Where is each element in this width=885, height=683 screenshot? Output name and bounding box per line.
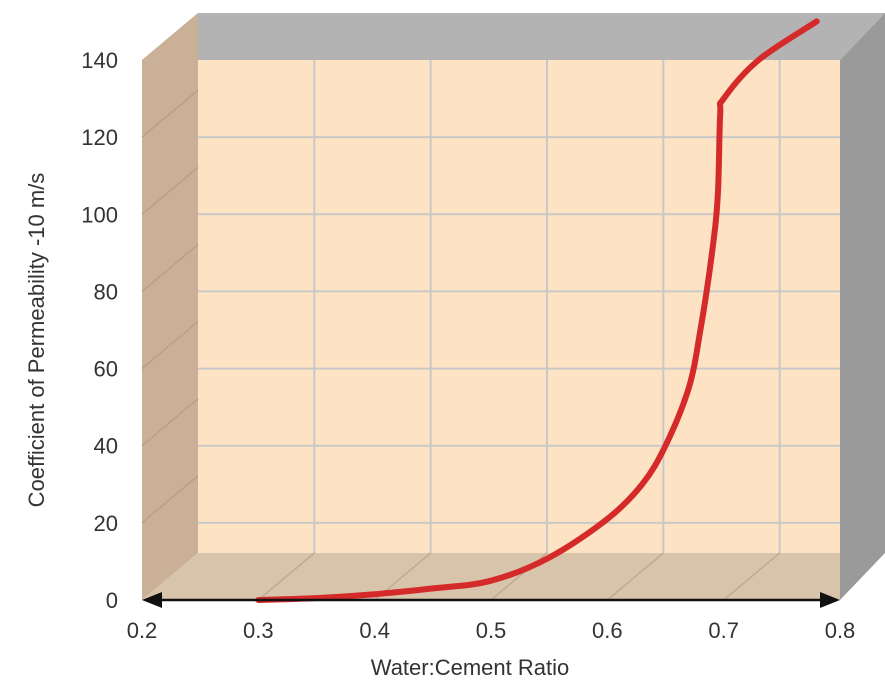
wall-grid-1: [141, 475, 199, 524]
wall-grid-3: [141, 320, 199, 370]
x-axis-arrow-right: [820, 592, 840, 608]
grid-lines: [141, 60, 840, 601]
y-tick-label: 120: [81, 125, 118, 150]
floor-grid-5: [723, 552, 781, 601]
wall-grid-6: [141, 89, 199, 138]
x-axis-title: Water:Cement Ratio: [371, 655, 569, 680]
plot-back-wall: [198, 60, 840, 553]
x-tick-label: 0.3: [243, 618, 274, 643]
y-axis-title: Coefficient of Permeability -10 m/s: [24, 173, 49, 508]
box-top-face: [142, 13, 885, 60]
x-tick-label: 0.2: [127, 618, 158, 643]
y-tick-label: 80: [94, 279, 118, 304]
x-tick-label: 0.6: [592, 618, 623, 643]
y-tick-label: 0: [106, 588, 118, 613]
x-tick-label: 0.8: [825, 618, 856, 643]
y-tick-label: 40: [94, 434, 118, 459]
x-tick-label: 0.4: [359, 618, 390, 643]
y-tick-label: 20: [94, 511, 118, 536]
wall-grid-2: [141, 398, 199, 447]
box-floor: [142, 553, 840, 600]
wall-grid-5: [141, 166, 199, 215]
x-tick-label: 0.5: [476, 618, 507, 643]
box-left-wall: [142, 13, 198, 600]
series-line-0: [255, 18, 820, 603]
series-layer: [255, 18, 820, 603]
x-axis: [142, 592, 840, 608]
x-tick-label: 0.7: [708, 618, 739, 643]
x-axis-arrow-left: [142, 592, 162, 608]
floor-grid-4: [606, 552, 664, 601]
floor-grid-1: [257, 552, 315, 601]
wall-grid-4: [141, 243, 199, 293]
y-tick-label: 60: [94, 357, 118, 382]
box-right-face: [840, 13, 885, 600]
y-tick-label: 100: [81, 202, 118, 227]
y-axis-tick-labels: 0 20 40 60 80 100 120 140: [81, 48, 118, 613]
x-axis-tick-labels: 0.2 0.3 0.4 0.5 0.6 0.7 0.8: [127, 618, 856, 643]
y-tick-label: 140: [81, 48, 118, 73]
